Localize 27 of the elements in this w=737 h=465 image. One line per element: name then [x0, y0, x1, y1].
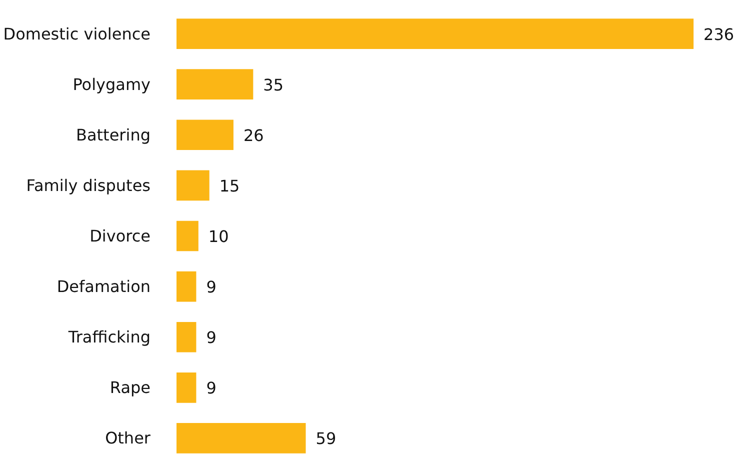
- data-label: 10: [208, 227, 229, 246]
- y-tick-label: Polygamy: [72, 74, 150, 94]
- y-tick-label: Battering: [76, 125, 151, 144]
- bar: [176, 220, 198, 252]
- y-tick-label: Defamation: [56, 277, 150, 296]
- data-label: 35: [263, 75, 284, 94]
- y-tick-label: Other: [105, 428, 151, 448]
- bar: [176, 69, 254, 100]
- data-label: 9: [206, 328, 216, 348]
- bar: [176, 423, 306, 454]
- data-label: 15: [219, 176, 240, 196]
- data-label: 9: [206, 278, 216, 297]
- bar: [176, 322, 196, 352]
- data-label: 59: [316, 429, 336, 448]
- bar: [176, 170, 210, 201]
- y-tick-label: Rape: [110, 378, 151, 398]
- y-tick-label: Domestic violence: [3, 24, 150, 44]
- bar: [176, 120, 234, 150]
- data-label: 236: [704, 24, 734, 44]
- data-label: 26: [243, 126, 264, 145]
- y-tick-label: Family disputes: [26, 176, 151, 195]
- bar: [176, 372, 196, 403]
- bar: [176, 271, 196, 302]
- data-label: 9: [206, 378, 216, 398]
- y-tick-label: Divorce: [90, 226, 150, 246]
- y-tick-label: Trafficking: [67, 328, 150, 347]
- bar: [176, 18, 694, 49]
